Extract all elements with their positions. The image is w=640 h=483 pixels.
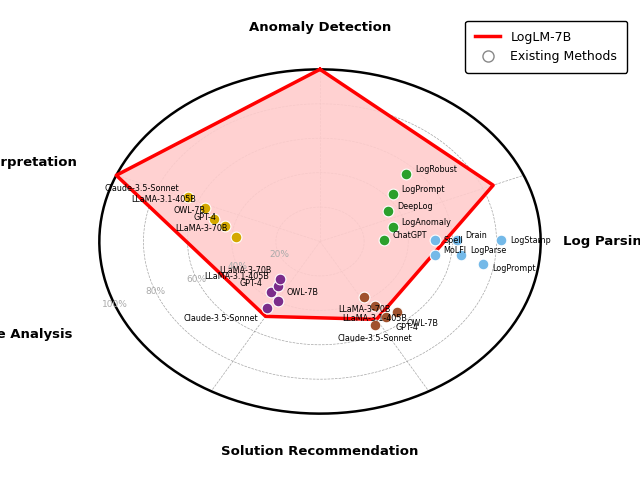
Text: GPT-4: GPT-4 [395, 323, 418, 332]
Text: 60%: 60% [187, 275, 207, 284]
Text: GPT-4: GPT-4 [193, 213, 216, 222]
Point [200, 204, 211, 212]
Point [401, 170, 411, 178]
Point [370, 322, 380, 329]
Point [275, 275, 285, 283]
Text: Root Cause Analysis: Root Cause Analysis [0, 327, 73, 341]
Text: LLaMA-3.1-405B: LLaMA-3.1-405B [343, 314, 408, 323]
Point [388, 223, 398, 231]
Point [370, 302, 380, 310]
Text: GPT-4: GPT-4 [240, 279, 262, 288]
Text: Claude-3.5-Sonnet: Claude-3.5-Sonnet [184, 314, 258, 323]
Text: 80%: 80% [145, 287, 166, 296]
Point [452, 237, 462, 244]
Text: LogPrompt: LogPrompt [492, 264, 536, 272]
Text: Spell: Spell [444, 236, 463, 245]
Text: LLaMA-3-70B: LLaMA-3-70B [175, 224, 227, 233]
Text: Claude-3.5-Sonnet: Claude-3.5-Sonnet [104, 184, 179, 193]
Text: LogAnomaly: LogAnomaly [402, 218, 452, 227]
Point [273, 297, 283, 305]
Point [383, 207, 394, 214]
Text: LLaMA-3-70B: LLaMA-3-70B [338, 306, 390, 314]
Point [359, 293, 369, 300]
Point [273, 282, 283, 289]
Point [496, 237, 506, 244]
Point [388, 190, 398, 198]
Legend: LogLM-7B, Existing Methods: LogLM-7B, Existing Methods [465, 21, 627, 73]
Text: ChatGPT: ChatGPT [393, 231, 428, 241]
Point [379, 237, 389, 244]
Point [456, 251, 467, 258]
Point [220, 222, 230, 230]
Text: LogParse: LogParse [470, 246, 506, 255]
Point [231, 233, 241, 241]
Point [429, 251, 440, 258]
Point [262, 304, 272, 312]
Text: Anomaly Detection: Anomaly Detection [249, 21, 391, 34]
Point [381, 313, 391, 320]
Text: LogPrompt: LogPrompt [402, 185, 445, 194]
Text: LLaMA-3-70B: LLaMA-3-70B [219, 266, 271, 275]
Text: OWL-7B: OWL-7B [406, 319, 438, 328]
Text: Claude-3.5-Sonnet: Claude-3.5-Sonnet [338, 334, 413, 343]
Text: LogStamp: LogStamp [510, 236, 550, 245]
Polygon shape [116, 70, 493, 319]
Text: LogRobust: LogRobust [415, 165, 457, 174]
Text: DeepLog: DeepLog [397, 201, 433, 211]
Text: MoLFI: MoLFI [444, 246, 467, 255]
Text: Drain: Drain [466, 231, 488, 241]
Text: OWL-7B: OWL-7B [287, 288, 319, 297]
Point [392, 308, 403, 316]
Text: 20%: 20% [269, 250, 289, 258]
Point [182, 194, 193, 201]
Text: OWL-7B: OWL-7B [173, 206, 205, 215]
Point [266, 288, 276, 296]
Point [478, 260, 488, 268]
Text: Solution Recommendation: Solution Recommendation [221, 444, 419, 457]
Point [429, 237, 440, 244]
Text: LLaMA-3.1-405B: LLaMA-3.1-405B [132, 195, 196, 204]
Point [209, 215, 219, 223]
Text: Log Parsing: Log Parsing [563, 235, 640, 248]
Text: Log Interpretation: Log Interpretation [0, 156, 77, 169]
Text: LLaMA-3.1-405B: LLaMA-3.1-405B [204, 272, 269, 281]
Text: 40%: 40% [228, 262, 248, 271]
Text: 100%: 100% [102, 300, 127, 309]
